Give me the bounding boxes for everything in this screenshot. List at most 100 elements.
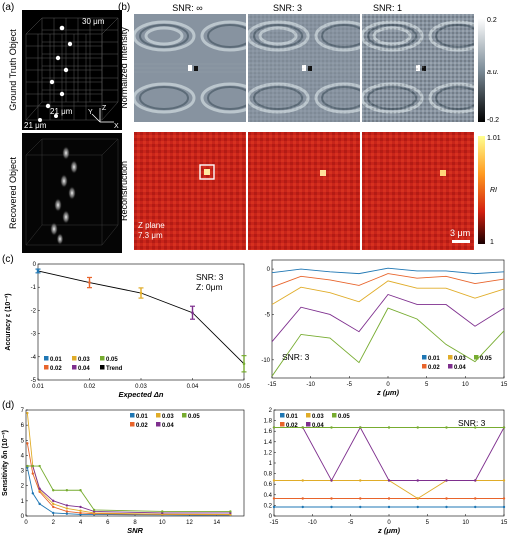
row1-label-wrap: Normalized Intensity [116, 14, 132, 122]
legend-label: 0.02 [428, 365, 440, 371]
legend-swatch [332, 413, 337, 418]
data-point [242, 362, 246, 366]
legend-label: 0.03 [78, 357, 90, 363]
y-tick-label: 1 [21, 499, 25, 505]
x-tick-label: -15 [268, 382, 277, 388]
row1-label: Normalized Intensity [119, 27, 129, 109]
series-marker [502, 479, 506, 482]
x-tick-label: 6 [106, 520, 110, 526]
legend-swatch [156, 422, 161, 427]
cbar2-max: 1.01 [487, 135, 501, 142]
series-line-0.01 [271, 267, 505, 275]
x-tick-label: -5 [347, 382, 353, 388]
series-marker [502, 497, 506, 500]
cbar1-unit: a.u. [487, 69, 499, 76]
x-tick-label: 15 [501, 520, 508, 526]
series-marker [387, 426, 391, 429]
y-tick-label: -1 [31, 285, 37, 291]
series-marker [416, 479, 419, 482]
x-tick-label: 0.04 [187, 384, 199, 390]
y-tick-label: 0 [33, 262, 37, 268]
x-axis-label: z (μm) [377, 526, 401, 535]
series-marker [301, 426, 304, 429]
chart-accuracy-vs-dn: 0.01 0.02 0.03 0.04 0.05 0 -1 -2 -3 -4 -5 Expected … [5, 262, 250, 399]
series-marker [79, 509, 82, 512]
legend-label: 0.01 [286, 414, 298, 420]
y-tick-label: 0 [21, 514, 25, 520]
series-marker [38, 487, 41, 490]
cbar1-max: 0.2 [487, 17, 497, 24]
series-marker [38, 464, 41, 468]
legend-swatch [474, 355, 479, 360]
axis-z-label: Z [102, 105, 107, 112]
y-tick-label: -5 [265, 312, 271, 318]
y-axis-label: Sensitivity δn (10⁻³) [2, 430, 9, 496]
series-marker [502, 505, 506, 509]
series-marker [52, 489, 55, 492]
colorbars: 0.2 a.u. -0.2 1.01 RI 1 [478, 17, 501, 246]
series-line-0.04 [271, 293, 505, 342]
series-marker [474, 479, 477, 482]
y-tick-label: 5 [21, 438, 25, 444]
series-line-0.02 [26, 443, 231, 516]
recovered-label-wrap: Recovered Object [6, 135, 20, 250]
series-marker [387, 505, 391, 509]
series-line-0.03 [26, 412, 231, 515]
x-tick-label: 0 [386, 382, 390, 388]
x-tick-label: 0 [387, 520, 391, 526]
scalebar-label: 3 μm [450, 228, 470, 238]
series-marker [65, 489, 69, 492]
legend-swatch [280, 422, 285, 427]
y-tick-label: -5 [31, 378, 37, 384]
legend-label: 0.05 [480, 356, 492, 362]
series-marker [272, 426, 276, 429]
panel-label-d: (d) [2, 400, 15, 411]
y-tick-label: 1.4 [264, 440, 273, 446]
legend-swatch [306, 413, 311, 418]
series-marker [416, 497, 419, 500]
series-marker [330, 497, 333, 500]
reconstruction-images: Z plane 7.3 μm 3 μm [134, 132, 474, 250]
legend-swatch [156, 413, 161, 418]
legend-swatch [422, 364, 427, 369]
series-marker [502, 426, 506, 429]
series-marker [65, 512, 69, 515]
panel-label-c: (c) [2, 254, 14, 265]
dim-z-label: 30 μm [82, 17, 105, 26]
series-marker [359, 426, 362, 429]
series-marker [272, 505, 276, 509]
series-marker [52, 505, 55, 509]
cbar2-min: 1 [490, 239, 494, 246]
plot-frame [25, 409, 245, 517]
series-marker [52, 499, 55, 503]
y-tick-label: 1.8 [264, 419, 273, 425]
series-marker [272, 479, 276, 482]
x-tick-label: 5 [426, 520, 430, 526]
legend-label: 0.03 [162, 414, 174, 420]
legend-swatch [44, 356, 49, 361]
legend-label: 0.04 [454, 365, 466, 371]
x-axis-label: SNR [127, 526, 143, 535]
x-tick-label: 4 [79, 520, 83, 526]
y-tick-label: 0.6 [264, 482, 273, 488]
legend-label: 0.04 [78, 366, 90, 372]
series-line-0.03 [274, 480, 504, 500]
ground-truth-label-wrap: Ground Truth Object [6, 12, 20, 127]
series-marker [330, 426, 333, 429]
zplane-label-1: Z plane [138, 221, 165, 230]
series-marker [65, 510, 69, 513]
legend-label: 0.03 [312, 414, 324, 420]
y-tick-label: 1.6 [264, 429, 273, 435]
legend-label: 0.05 [338, 414, 350, 420]
series-marker [445, 426, 448, 429]
annotation-snr: SNR: 3 [282, 352, 310, 362]
series-line-0.05 [27, 465, 231, 512]
series-marker [31, 464, 35, 468]
legend-swatch [422, 355, 427, 360]
series-marker [92, 508, 96, 512]
legend-label: 0.05 [106, 357, 118, 363]
x-tick-label: 0.03 [135, 384, 147, 390]
annotation-snr: SNR: 3 [196, 272, 224, 282]
legend-label: 0.04 [312, 423, 324, 429]
dim-x-label: 21 μm [24, 121, 47, 130]
